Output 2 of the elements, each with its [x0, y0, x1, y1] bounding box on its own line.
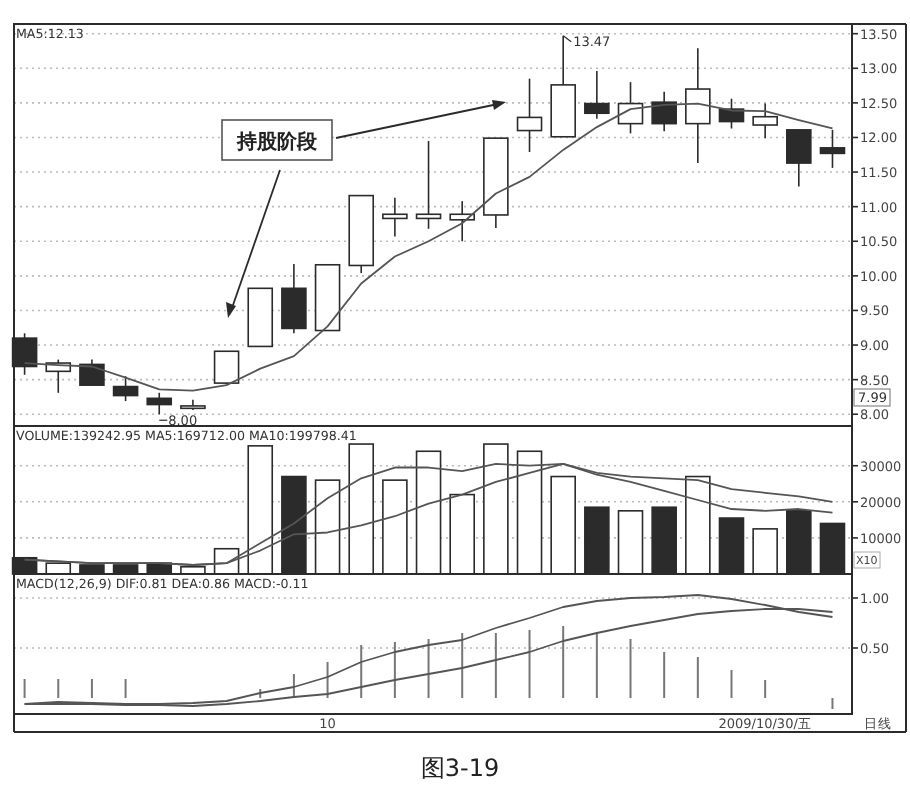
caption: 图3-19	[420, 754, 500, 782]
annotation: 持股阶段	[235, 130, 319, 154]
